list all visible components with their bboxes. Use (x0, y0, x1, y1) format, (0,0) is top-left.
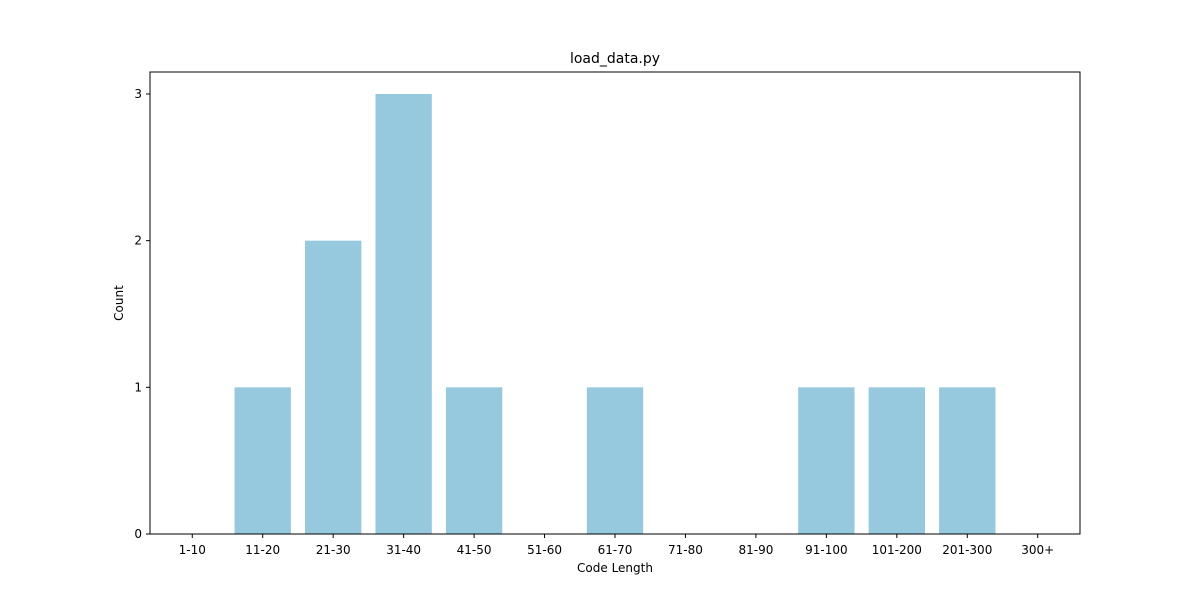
x-axis: 1-10 11-20 21-30 31-40 41-50 51-60 61-70 71-80 8… (179, 534, 1054, 557)
bar-21-30 (305, 240, 362, 534)
x-axis-title: Code Length (577, 561, 653, 575)
x-tick-label: 81-90 (738, 543, 773, 557)
x-tick-label: 51-60 (527, 543, 562, 557)
y-tick-label: 2 (134, 234, 142, 248)
x-tick-label: 71-80 (668, 543, 703, 557)
y-tick-label: 1 (134, 380, 142, 394)
x-tick-label: 31-40 (386, 543, 421, 557)
x-tick-label: 201-300 (942, 543, 992, 557)
x-tick-label: 21-30 (316, 543, 351, 557)
x-tick-label: 61-70 (598, 543, 633, 557)
bars-group (234, 94, 996, 534)
bar-201-300 (939, 387, 996, 534)
bar-41-50 (445, 387, 503, 534)
x-tick-label: 101-200 (872, 543, 922, 557)
bar-11-20 (234, 387, 291, 534)
bar-31-40 (375, 94, 432, 534)
x-tick-label: 91-100 (805, 543, 848, 557)
x-tick-label: 300+ (1021, 543, 1054, 557)
chart-title: load_data.py (570, 51, 660, 67)
x-tick-label: 41-50 (457, 543, 492, 557)
x-tick-label: 1-10 (179, 543, 206, 557)
y-tick-label: 0 (134, 527, 142, 541)
x-tick-label: 11-20 (245, 543, 280, 557)
y-tick-label: 3 (134, 87, 142, 101)
bar-91-100 (798, 387, 855, 534)
y-axis-title: Count (112, 285, 126, 321)
bar-101-200 (868, 387, 925, 534)
y-axis: 0 1 2 3 (134, 87, 150, 541)
bar-61-70 (586, 387, 644, 534)
